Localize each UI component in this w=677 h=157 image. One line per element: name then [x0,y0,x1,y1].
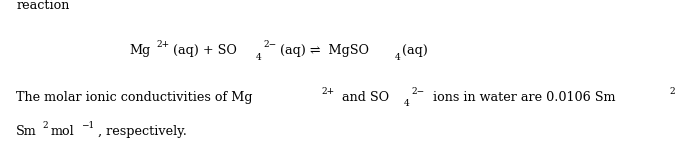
Text: 2+: 2+ [322,87,334,96]
Text: The molar ionic conductivities of Mg: The molar ionic conductivities of Mg [16,91,253,104]
Text: reaction: reaction [16,0,70,12]
Text: ions in water are 0.0106 Sm: ions in water are 0.0106 Sm [429,91,615,104]
Text: 2−: 2− [263,40,276,49]
Text: (aq) + SO: (aq) + SO [173,44,237,57]
Text: 4: 4 [256,53,261,62]
Text: 2: 2 [669,87,675,96]
Text: mol: mol [50,125,74,138]
Text: 2+: 2+ [156,40,169,49]
Text: 2−: 2− [412,87,424,96]
Text: Sm: Sm [16,125,37,138]
Text: (aq) ⇌  MgSO: (aq) ⇌ MgSO [280,44,369,57]
Text: 4: 4 [395,53,401,62]
Text: (aq): (aq) [402,44,429,57]
Text: and SO: and SO [338,91,389,104]
Text: 2: 2 [43,121,49,130]
Text: 4: 4 [404,100,410,108]
Text: , respectively.: , respectively. [98,125,187,138]
Text: −1: −1 [81,121,94,130]
Text: Mg: Mg [129,44,150,57]
